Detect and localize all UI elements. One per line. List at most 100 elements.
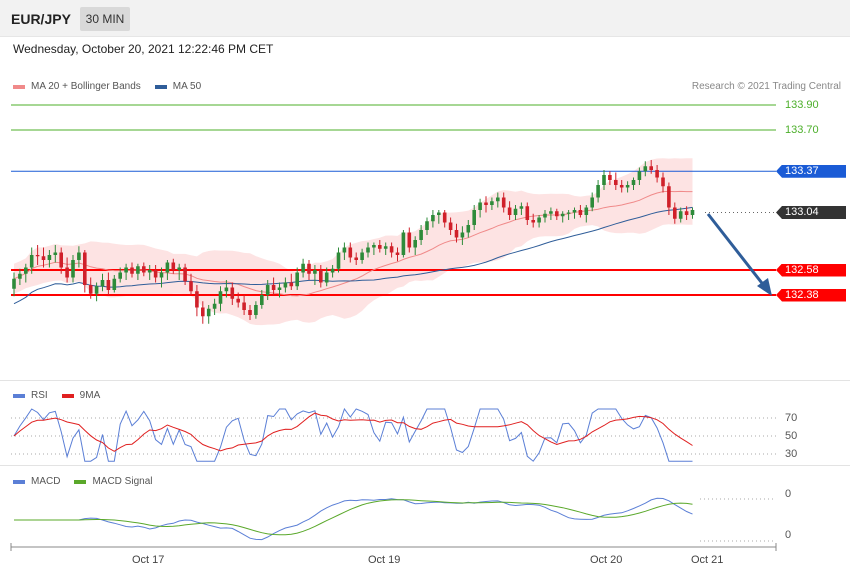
timeframe-button[interactable]: 30 MIN bbox=[80, 7, 130, 31]
candle-body bbox=[118, 272, 122, 279]
candle-body bbox=[324, 272, 329, 283]
candle-body bbox=[378, 245, 382, 249]
ma50-line bbox=[13, 206, 693, 305]
candle-body bbox=[265, 285, 270, 295]
ma50-legend-swatch bbox=[154, 84, 167, 89]
candle-body bbox=[690, 210, 695, 215]
candle-body bbox=[330, 268, 335, 273]
rsi-level-70: 70 bbox=[785, 412, 798, 424]
candle-body bbox=[100, 280, 105, 287]
candle-body bbox=[206, 308, 211, 317]
candle-body bbox=[366, 247, 370, 253]
candle-body bbox=[224, 287, 229, 292]
candle-body bbox=[301, 263, 305, 273]
candle-body bbox=[159, 272, 164, 278]
candle-body bbox=[277, 287, 282, 290]
candle-body bbox=[549, 211, 553, 214]
candle-body bbox=[407, 232, 412, 248]
macd-legend-label: MACD bbox=[31, 476, 61, 487]
candle-body bbox=[655, 170, 659, 178]
candle-body bbox=[619, 185, 624, 188]
price-tag-133-70: 133.70 bbox=[785, 123, 819, 136]
rsi-level-50: 50 bbox=[785, 430, 798, 442]
macd-legend-swatch bbox=[13, 479, 25, 484]
candle-body bbox=[177, 267, 181, 270]
candle-body bbox=[142, 266, 146, 273]
rsi-legend: RSI 9MA bbox=[13, 390, 114, 401]
symbol-title: EUR/JPY bbox=[11, 11, 71, 27]
candle-body bbox=[442, 212, 447, 223]
candle-body bbox=[596, 185, 600, 198]
candle-body bbox=[153, 270, 158, 278]
rsi-legend-label: RSI bbox=[31, 390, 48, 401]
candle-body bbox=[295, 272, 299, 287]
candle-body bbox=[608, 175, 612, 180]
candle-body bbox=[83, 252, 87, 285]
candle-body bbox=[360, 252, 364, 260]
macd-legend: MACD MACD Signal bbox=[13, 476, 166, 487]
candle-body bbox=[24, 267, 28, 274]
panel-divider bbox=[0, 465, 850, 466]
candle-body bbox=[472, 210, 476, 225]
candle-body bbox=[112, 278, 117, 290]
candle-body bbox=[490, 201, 494, 205]
candle-body bbox=[537, 217, 541, 223]
candle-body bbox=[319, 270, 323, 283]
candle-body bbox=[230, 287, 235, 299]
rsi-line bbox=[13, 407, 693, 462]
ma50-legend-label: MA 50 bbox=[172, 81, 202, 92]
candle-body bbox=[431, 215, 435, 222]
macd-signal-legend-label: MACD Signal bbox=[92, 476, 153, 487]
rsi-level-30: 30 bbox=[785, 448, 798, 460]
x-label-oct21: Oct 21 bbox=[691, 554, 724, 566]
candle-body bbox=[560, 213, 565, 217]
candle-body bbox=[171, 262, 176, 270]
candle-body bbox=[501, 197, 506, 208]
candle-body bbox=[531, 220, 535, 223]
candle-body bbox=[35, 255, 40, 257]
candle-body bbox=[47, 255, 52, 260]
candle-body bbox=[614, 180, 618, 185]
rsi-ma-legend-label: 9MA bbox=[79, 390, 101, 401]
candle-body bbox=[507, 207, 512, 215]
candle-body bbox=[212, 303, 217, 309]
candle-body bbox=[336, 252, 341, 269]
candle-body bbox=[496, 197, 500, 202]
candle-body bbox=[460, 232, 465, 238]
main-legend: MA 20 + Bollinger Bands MA 50 bbox=[13, 81, 215, 92]
candle-body bbox=[684, 211, 689, 215]
rsi-ma-line bbox=[13, 412, 693, 452]
candle-body bbox=[372, 245, 376, 248]
candle-body bbox=[625, 185, 630, 188]
candle-body bbox=[649, 166, 653, 170]
macd-line bbox=[14, 497, 693, 541]
candle-body bbox=[254, 305, 258, 315]
copyright-text: Research © 2021 Trading Central bbox=[691, 81, 841, 92]
candle-body bbox=[94, 286, 99, 294]
candle-body bbox=[667, 186, 671, 208]
candle-body bbox=[29, 255, 34, 268]
candle-body bbox=[602, 175, 606, 185]
price-tag-132-58: 132.58 bbox=[776, 263, 846, 277]
candle-body bbox=[631, 180, 636, 185]
macd-signal-legend-swatch bbox=[74, 479, 87, 484]
candle-body bbox=[413, 240, 417, 248]
candle-body bbox=[283, 282, 288, 288]
projection-arrow-head bbox=[757, 278, 772, 296]
candle-body bbox=[484, 202, 488, 205]
candle-body bbox=[189, 281, 193, 292]
candle-body bbox=[466, 225, 471, 233]
candle-body bbox=[165, 262, 170, 273]
candle-body bbox=[342, 247, 347, 253]
candle-body bbox=[53, 252, 58, 255]
candle-body bbox=[183, 267, 187, 282]
candle-body bbox=[478, 202, 482, 210]
candle-body bbox=[130, 267, 134, 274]
candle-body bbox=[525, 206, 530, 220]
candle-body bbox=[124, 267, 128, 273]
header-bar: EUR/JPY 30 MIN bbox=[0, 0, 850, 37]
candle-body bbox=[136, 266, 140, 274]
candle-body bbox=[383, 246, 388, 249]
x-label-oct20: Oct 20 bbox=[590, 554, 623, 566]
